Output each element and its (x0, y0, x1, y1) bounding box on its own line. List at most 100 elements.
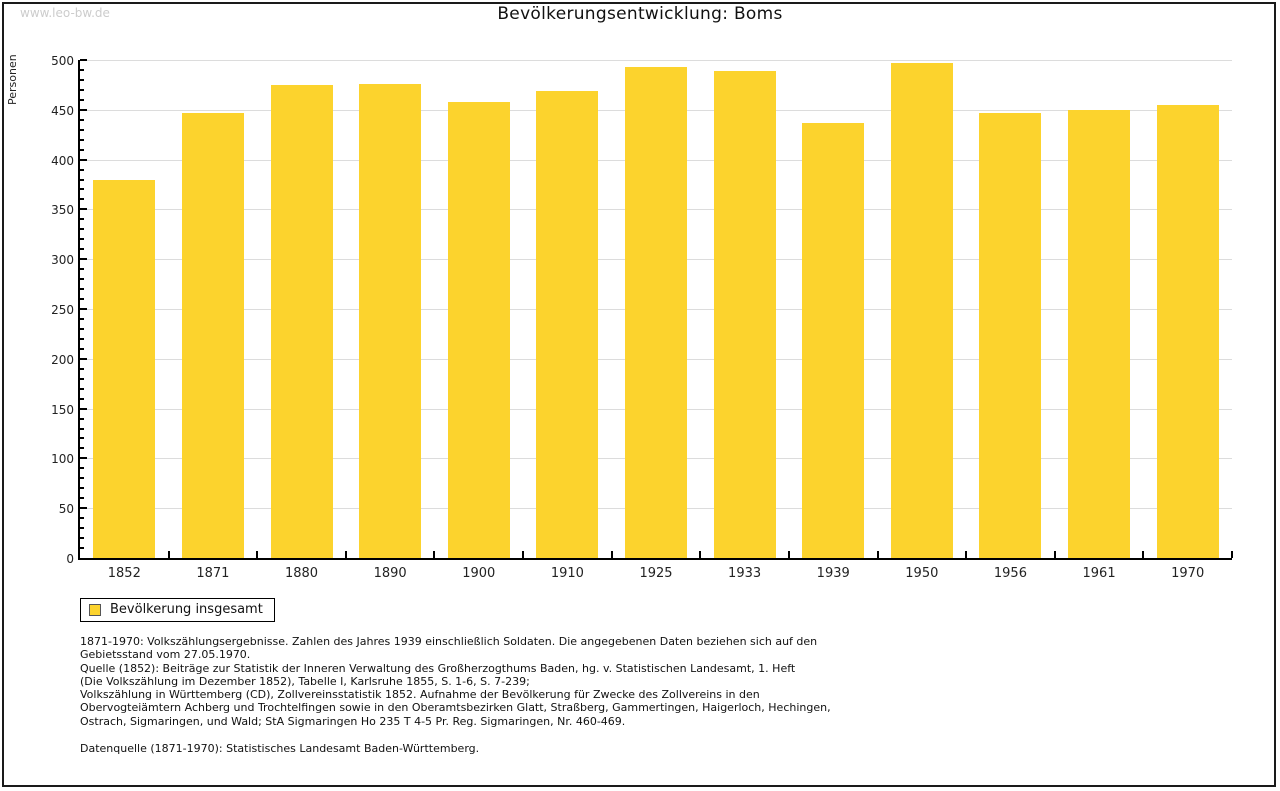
y-axis-tick (80, 477, 84, 480)
legend-label: Bevölkerung insgesamt (110, 602, 263, 617)
y-axis-tick (80, 337, 84, 340)
y-axis-tick (80, 228, 84, 231)
y-axis-tick (80, 517, 84, 520)
bar-1880 (270, 84, 333, 558)
y-axis-tick (80, 407, 87, 410)
y-tick-label: 450 (51, 103, 74, 118)
footnote-line: Gebietsstand vom 27.05.1970. (80, 648, 251, 662)
y-axis-tick (80, 118, 84, 121)
x-tick-label: 1970 (1171, 566, 1205, 581)
y-axis-tick (80, 158, 87, 161)
x-tick-label: 1956 (993, 566, 1027, 581)
y-axis-tick (80, 148, 84, 151)
y-axis-tick (80, 527, 84, 530)
footnote-line: 1871-1970: Volkszählungsergebnisse. Zahl… (80, 635, 818, 648)
y-axis-tick (80, 128, 84, 131)
x-axis-tick (345, 551, 347, 558)
y-axis-tick (80, 238, 84, 241)
y-axis-tick (80, 278, 84, 281)
x-axis-tick (256, 551, 258, 558)
y-axis-tick (80, 497, 84, 500)
bar-1933 (713, 70, 776, 558)
bar-1910 (536, 90, 599, 558)
x-axis-tick (1142, 551, 1144, 558)
y-axis-tick (80, 248, 84, 251)
y-tick-label: 0 (66, 552, 74, 566)
y-axis-tick (80, 308, 87, 310)
y-axis-tick (80, 387, 84, 390)
bar-1852 (93, 179, 156, 558)
plot-area: 0 50 100 150 200 250 300 350 400 450 500 1852 1871 18… (51, 54, 1233, 581)
y-axis-tick (80, 467, 84, 470)
bar-1956 (979, 112, 1042, 558)
y-axis-tick (80, 188, 84, 191)
x-tick-label: 1950 (905, 566, 939, 581)
y-axis-tick (80, 427, 84, 430)
y-axis-tick (80, 288, 84, 291)
x-tick-label: 1939 (816, 566, 850, 581)
y-axis-tick (80, 138, 84, 141)
y-tick-label: 300 (51, 253, 74, 268)
y-axis-tick (80, 88, 84, 91)
y-tick-label: 250 (51, 303, 74, 317)
y-axis-tick (80, 198, 84, 201)
watermark-leo-bw: www.leo-bw.de (20, 6, 110, 20)
y-axis-tick (80, 317, 84, 320)
bar-1925 (625, 66, 687, 558)
y-tick-label: 100 (51, 452, 74, 467)
x-axis-tick (965, 551, 967, 558)
x-tick-label: 1880 (284, 566, 319, 581)
bar-1900 (447, 101, 510, 558)
y-axis-tick (80, 367, 84, 370)
chart-title: Bevölkerungsentwicklung: Boms (497, 4, 783, 24)
bar-1890 (359, 83, 422, 558)
y-axis-tick (80, 357, 87, 360)
x-tick-label: 1925 (639, 566, 673, 581)
y-axis-tick (80, 218, 84, 221)
x-axis-tick (611, 551, 613, 558)
bar-1939 (802, 122, 865, 558)
y-axis-tick (80, 258, 87, 261)
y-axis-tick (80, 168, 84, 171)
y-tick-label: 500 (51, 54, 74, 68)
datasource-line: Datenquelle (1871-1970): Statistisches L… (80, 742, 480, 755)
footnote-line: Volkszählung in Württemberg (CD), Zollve… (80, 688, 760, 702)
footnote-line: Ostrach, Sigmaringen, und Wald; StA Sigm… (80, 714, 626, 728)
y-axis-tick (80, 178, 84, 181)
y-gridline (82, 60, 1232, 61)
bar-1970 (1156, 104, 1219, 558)
x-axis-tick (1054, 551, 1056, 558)
y-axis-tick (80, 377, 84, 380)
y-tick-label: 150 (51, 402, 74, 417)
bar-1950 (890, 63, 953, 558)
footnote-line: Quelle (1852): Beiträge zur Statistik de… (80, 661, 796, 675)
bar-1871 (181, 112, 244, 558)
y-axis-tick (80, 59, 87, 61)
legend-box: Bevölkerung insgesamt (80, 598, 275, 622)
x-tick-label: 1890 (373, 566, 407, 581)
y-axis-tick (80, 68, 84, 71)
y-axis-tick (80, 78, 84, 81)
y-axis-tick (80, 547, 84, 550)
y-tick-label: 200 (51, 352, 74, 367)
x-tick-label: 1852 (107, 566, 141, 581)
x-axis-tick (788, 551, 790, 558)
y-axis-tick (80, 417, 84, 420)
footnote-block: 1871-1970: Volkszählungsergebnisse. Zahl… (80, 635, 940, 728)
x-tick-label: 1900 (462, 566, 496, 581)
y-tick-label: 50 (58, 502, 74, 517)
y-axis-tick (80, 457, 87, 460)
y-axis-tick (80, 537, 84, 540)
x-axis-tick (699, 551, 701, 558)
y-axis-tick (80, 108, 87, 111)
x-axis-tick (522, 551, 524, 558)
x-tick-label: 1961 (1082, 566, 1116, 581)
y-axis-tick (80, 268, 84, 271)
x-tick-label: 1933 (728, 566, 762, 581)
y-axis-tick (80, 507, 87, 510)
y-axis-title: Personen (6, 54, 19, 105)
y-axis-tick (80, 447, 84, 450)
x-axis-tick (877, 551, 879, 558)
x-tick-label: 1910 (550, 566, 584, 581)
y-axis-tick (80, 98, 84, 101)
